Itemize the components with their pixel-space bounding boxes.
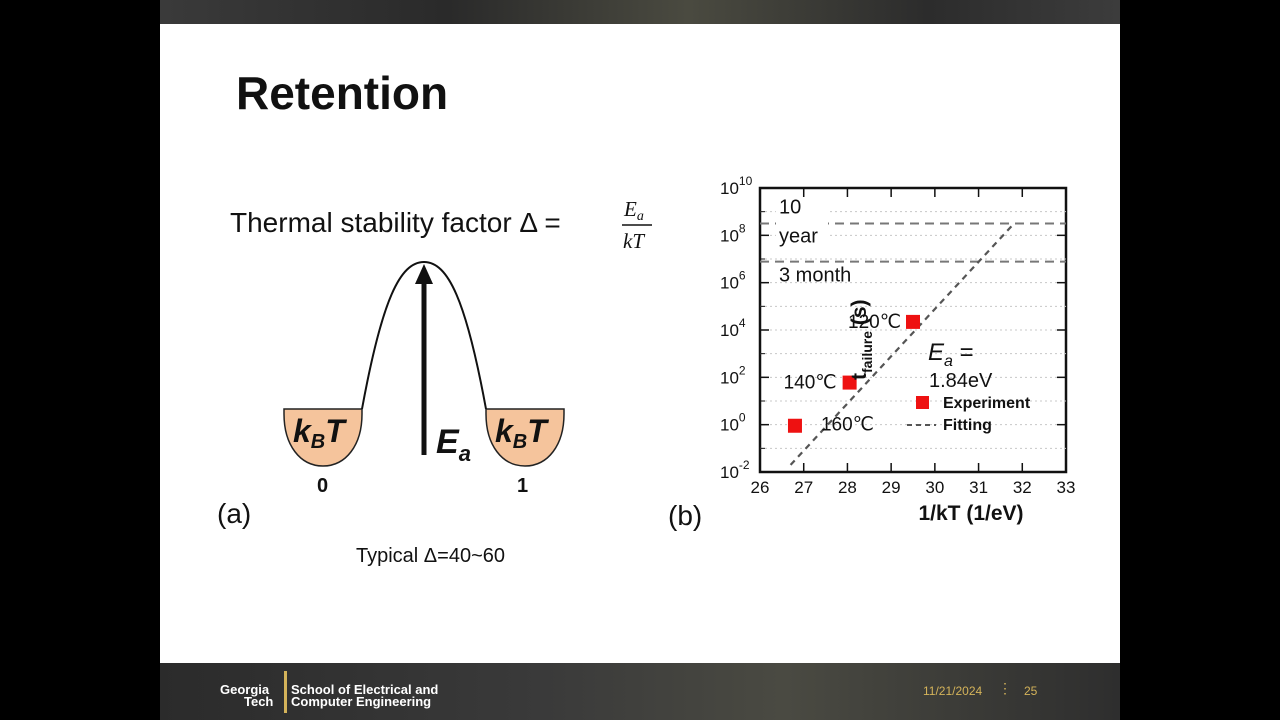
x-tick-label: 32 xyxy=(1013,478,1032,497)
y-tick-label: 100 xyxy=(720,411,746,435)
x-tick-label: 29 xyxy=(882,478,901,497)
school-name-line1: School of Electrical and xyxy=(291,682,439,697)
y-tick-label: 1010 xyxy=(720,174,753,198)
gt-logo-text-georgia: Georgia xyxy=(220,682,270,697)
y-tick-label: 104 xyxy=(720,316,746,340)
data-points: 160℃ 140℃ 120℃ xyxy=(784,312,920,436)
formula-numerator: Ea xyxy=(623,197,644,224)
footer-separator-dots: ⋮ xyxy=(998,680,1012,696)
left-well-label: kBT xyxy=(293,413,347,453)
reference-lines: 10 year 3 month xyxy=(760,193,1066,287)
x-tick-label: 26 xyxy=(751,478,770,497)
retention-chart: 10 year 3 month 160℃ 140℃ 120℃ 10-2 100 102 104… xyxy=(720,174,1075,525)
slide-number: 25 xyxy=(1024,684,1038,698)
y-tick-label: 102 xyxy=(720,363,746,387)
barrier-arrow-head xyxy=(415,264,433,284)
y-tick-label: 106 xyxy=(720,269,746,293)
data-point-label: 140℃ xyxy=(784,373,837,394)
legend-experiment-label: Experiment xyxy=(943,395,1031,412)
reference-label: 3 month xyxy=(779,265,851,287)
legend-experiment-marker xyxy=(916,396,929,409)
formula-prefix: Thermal stability factor Δ = xyxy=(230,207,561,238)
left-well xyxy=(283,408,363,467)
gt-logo-divider xyxy=(284,671,287,713)
data-point-label: 120℃ xyxy=(848,312,901,333)
data-point xyxy=(842,375,857,390)
panel-b-label: (b) xyxy=(668,500,702,531)
state-label-0: 0 xyxy=(317,475,328,497)
right-well-label: kBT xyxy=(495,413,549,453)
footer-bar: Georgia Tech School of Electrical and Co… xyxy=(160,663,1120,720)
slide-title: Retention xyxy=(236,67,449,119)
x-axis-label: 1/kT (1/eV) xyxy=(918,502,1023,525)
activation-energy-value: 1.84eV xyxy=(929,370,993,392)
reference-label-background xyxy=(776,193,828,252)
energy-diagram: kBT kBT Ea 0 1 xyxy=(283,260,565,497)
state-label-1: 1 xyxy=(517,475,528,497)
legend-fitting-label: Fitting xyxy=(943,417,992,434)
activation-energy-annotation: Ea = xyxy=(928,339,974,370)
gt-logo-text-tech: Tech xyxy=(244,694,274,709)
formula-denominator: kT xyxy=(623,229,645,253)
y-tick-label: 108 xyxy=(720,221,746,245)
legend: Experiment Fitting xyxy=(907,395,1031,434)
data-point xyxy=(787,418,802,433)
top-bar xyxy=(160,0,1120,24)
slide: Retention Thermal stability factor Δ = E… xyxy=(160,0,1120,720)
x-tick-label: 31 xyxy=(969,478,988,497)
x-tick-label: 30 xyxy=(925,478,944,497)
slide-date: 11/21/2024 xyxy=(923,684,983,698)
panel-a-label: (a) xyxy=(217,498,251,529)
energy-barrier xyxy=(361,260,487,410)
reference-label: 10 xyxy=(779,197,801,219)
reference-label: year xyxy=(779,226,818,248)
data-point-label: 160℃ xyxy=(821,415,874,436)
y-tick-label: 10-2 xyxy=(720,458,750,482)
typical-delta-caption: Typical Δ=40~60 xyxy=(356,545,505,567)
x-tick-label: 33 xyxy=(1057,478,1076,497)
x-tick-label: 28 xyxy=(838,478,857,497)
data-point xyxy=(906,314,920,329)
school-name-line2: Computer Engineering xyxy=(291,694,432,709)
barrier-label: Ea xyxy=(436,423,471,466)
axis-ticks: 10-2 100 102 104 106 108 1010 26 27 28 29 30 31 32 33 xyxy=(720,174,1075,497)
y-axis-label: tfailure (s) xyxy=(848,299,875,380)
right-well xyxy=(485,408,565,467)
slide-figures: Thermal stability factor Δ = Ea kT kBT k… xyxy=(217,174,1075,567)
x-tick-label: 27 xyxy=(794,478,813,497)
